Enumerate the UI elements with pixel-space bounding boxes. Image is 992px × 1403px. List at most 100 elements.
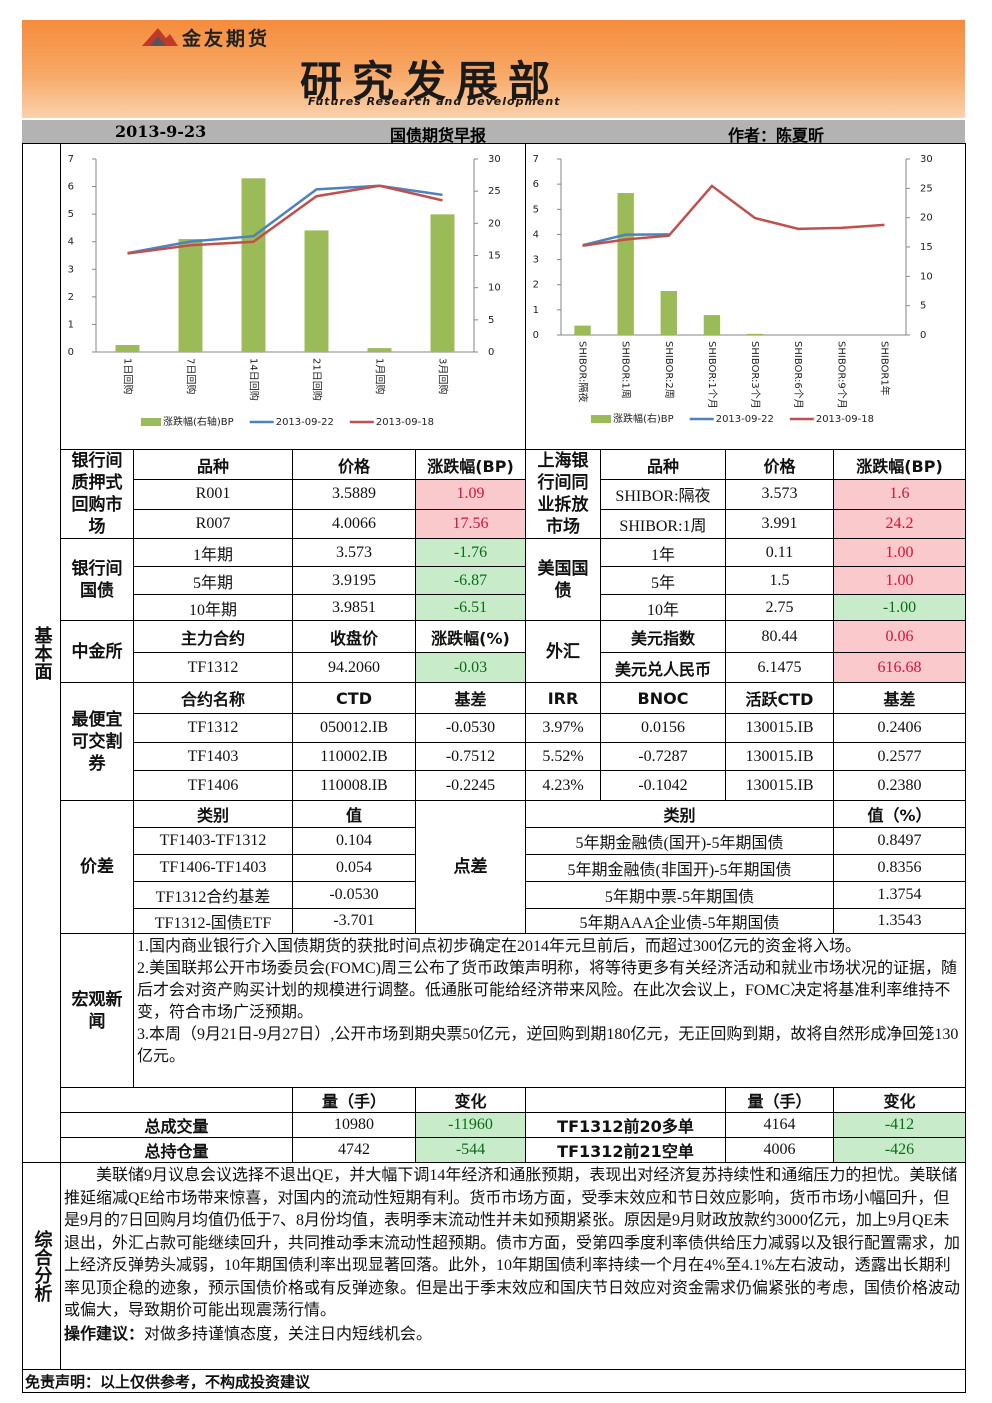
- cell: 0 1 2 3 4 5 6 7 0 5 10 15 20 25 30 1日回购 7日回购 14日回购 21日回购 1月…: [60, 143, 526, 450]
- row-label: 上海银行间同业拆放市场: [525, 449, 601, 539]
- cell: -3.701: [292, 908, 416, 934]
- cell: TF1403: [133, 742, 293, 771]
- y2-tick-label: 0: [488, 347, 494, 358]
- legend-label: 2013-09-22: [276, 417, 334, 428]
- chart: 0 1 2 3 4 5 6 7 0 5 10 15 20 25 30 SHIBOR:隔夜 SHIBOR:1周 SH…: [533, 154, 933, 425]
- cell: -6.51: [415, 594, 526, 621]
- cell: [60, 1087, 293, 1113]
- row-label: 基本面: [22, 143, 61, 1163]
- bar: [304, 230, 329, 352]
- header-cell: 变化: [415, 1087, 526, 1113]
- cell: -544: [415, 1137, 526, 1163]
- x-tick-label: SHIBOR:2周: [663, 341, 675, 399]
- text: 美联储9月议息会议选择不退出QE，并大幅下调14年经济和通胀预期，表现出对经济复…: [64, 1167, 961, 1319]
- header-cell: 品种: [600, 448, 726, 481]
- row-label: 中金所: [60, 620, 134, 683]
- y-tick-label: 7: [533, 154, 539, 165]
- table-row: TF1406 110008.IB -0.2245 4.23% -0.1042 130015…: [23, 770, 966, 801]
- cell: 130015.IB: [725, 742, 834, 771]
- header-cell: 类别: [133, 800, 293, 828]
- y2-tick-label: 0: [920, 330, 926, 341]
- bar: [574, 325, 591, 335]
- table-row: TF1403-TF1312 0.104 5年期金融债(国开)-5年期国债 0.8497: [23, 827, 966, 855]
- table-row: 基本面 0 1 2 3 4 5 6 7 0 5 10 15 20 25 30 1日回购 7日回购 14日回购 21日…: [22, 143, 966, 1163]
- cell: -0.2245: [415, 770, 526, 801]
- cell: R001: [133, 479, 293, 510]
- header-cell: 价格: [725, 448, 834, 481]
- header-cell: TF1312前20多单: [525, 1112, 726, 1138]
- line: [582, 233, 669, 247]
- y-tick-label: 2: [533, 280, 539, 291]
- x-tick-label: 1月回购: [374, 358, 387, 394]
- y-tick-label: 3: [68, 264, 74, 275]
- legend-label: 2013-09-22: [716, 414, 774, 425]
- table-row: 综合分析 美联储9月议息会议选择不退出QE，并大幅下调14年经济和通胀预期，表现出…: [22, 1162, 966, 1370]
- cell: 0.8356: [833, 854, 966, 882]
- y-tick-label: 6: [68, 182, 74, 193]
- header-cell: 总持仓量: [60, 1137, 293, 1163]
- bar: [241, 178, 266, 352]
- table-row: 银行间质押式回购市场 品种 价格 涨跌幅(BP) 上海银行间同业拆放市场 品种 价格 涨跌幅…: [23, 448, 966, 539]
- x-tick-label: SHIBOR:隔夜: [577, 341, 590, 402]
- cell: TF1312: [133, 652, 293, 683]
- y2-tick-label: 15: [488, 251, 501, 262]
- x-tick-label: SHIBOR:6个月: [792, 341, 804, 409]
- header-banner: 金友期货 研究发展部 Futures Research and Developm…: [22, 20, 965, 118]
- cell: 1.09: [415, 479, 526, 510]
- table-row: 5年期 3.9195 -6.87 5年 1.5 1.00: [23, 566, 966, 595]
- cell: -11960: [415, 1112, 526, 1138]
- cell: 1.3543: [833, 908, 966, 934]
- y-tick-label: 6: [533, 179, 539, 190]
- header-cell: 涨跌幅(BP): [415, 448, 526, 481]
- cell: 050012.IB: [292, 713, 416, 743]
- row-label: 价差: [60, 800, 134, 934]
- table-row: 中金所 主力合约 收盘价 涨跌幅(%) 外汇 美元指数 80.44 0.06: [23, 620, 966, 683]
- cell: 免责声明：以上仅供参考，不构成投资建议: [22, 1369, 966, 1393]
- cell: 0.054: [292, 854, 416, 882]
- cell: 1.00: [833, 566, 966, 595]
- row-label: 银行间质押式回购市场: [60, 449, 134, 539]
- header-cell: IRR: [525, 682, 601, 714]
- y2-tick-label: 10: [488, 283, 501, 294]
- y-tick-label: 3: [533, 255, 539, 266]
- date: 2013-9-23: [115, 122, 207, 141]
- header-cell: 值（%）: [833, 800, 966, 828]
- cell: TF1406: [133, 770, 293, 801]
- cell: 17.56: [415, 508, 526, 540]
- cell: 4.0066: [292, 508, 416, 540]
- report-table: 基本面 0 1 2 3 4 5 6 7 0 5 10 15 20 25 30 1日回购 7日回购 14日回购 21日…: [22, 143, 966, 1393]
- table-row: TF1312 94.2060 -0.03 美元兑人民币 6.1475 616.68: [23, 652, 966, 683]
- cell: TF1403-TF1312: [133, 827, 293, 855]
- cell: 80.44: [725, 620, 834, 653]
- cell: TF1312: [133, 713, 293, 743]
- y2-tick-label: 20: [920, 213, 933, 224]
- cell: 1年: [600, 538, 726, 567]
- header-cell: BNOC: [600, 682, 726, 714]
- cell: -0.7287: [600, 742, 726, 771]
- header-cell: 量（手）: [292, 1087, 416, 1113]
- x-tick-label: 21日回购: [311, 358, 324, 401]
- cell: 3.9195: [292, 566, 416, 595]
- cell: 2.75: [725, 594, 834, 621]
- header-cell: 总成交量: [60, 1112, 293, 1138]
- x-tick-label: 7日回购: [185, 358, 198, 394]
- logo: [142, 28, 178, 46]
- info-bar: 2013-9-23 国债期货早报 作者：陈夏昕: [22, 120, 965, 145]
- table-row: 银行间国债 1年期 3.573 -1.76 美国国债 1年 0.11 1.00: [23, 538, 966, 621]
- y-tick-label: 2: [68, 292, 74, 303]
- author: 作者：陈夏昕: [728, 126, 825, 145]
- table-row: TF1312 050012.IB -0.0530 3.97% 0.0156 130015.…: [23, 713, 966, 743]
- header-cell: 活跃CTD: [725, 682, 834, 714]
- cell: 4164: [725, 1112, 834, 1138]
- header-cell: 基差: [833, 682, 966, 714]
- row-label: 外汇: [525, 620, 601, 683]
- y-tick-label: 4: [68, 237, 74, 248]
- table-row: 总成交量 10980 -11960 TF1312前20多单 4164 -412: [23, 1112, 966, 1138]
- cell: TF1406-TF1403: [133, 854, 293, 882]
- cell: 0.06: [833, 620, 966, 653]
- y2-tick-label: 25: [488, 186, 501, 197]
- cell: -0.1042: [600, 770, 726, 801]
- header-cell: 价格: [292, 448, 416, 481]
- table-row: 宏观新闻 1.国内商业银行介入国债期货的获批时间点初步确定在2014年元旦前后，而…: [23, 933, 966, 1088]
- cell: 4.23%: [525, 770, 601, 801]
